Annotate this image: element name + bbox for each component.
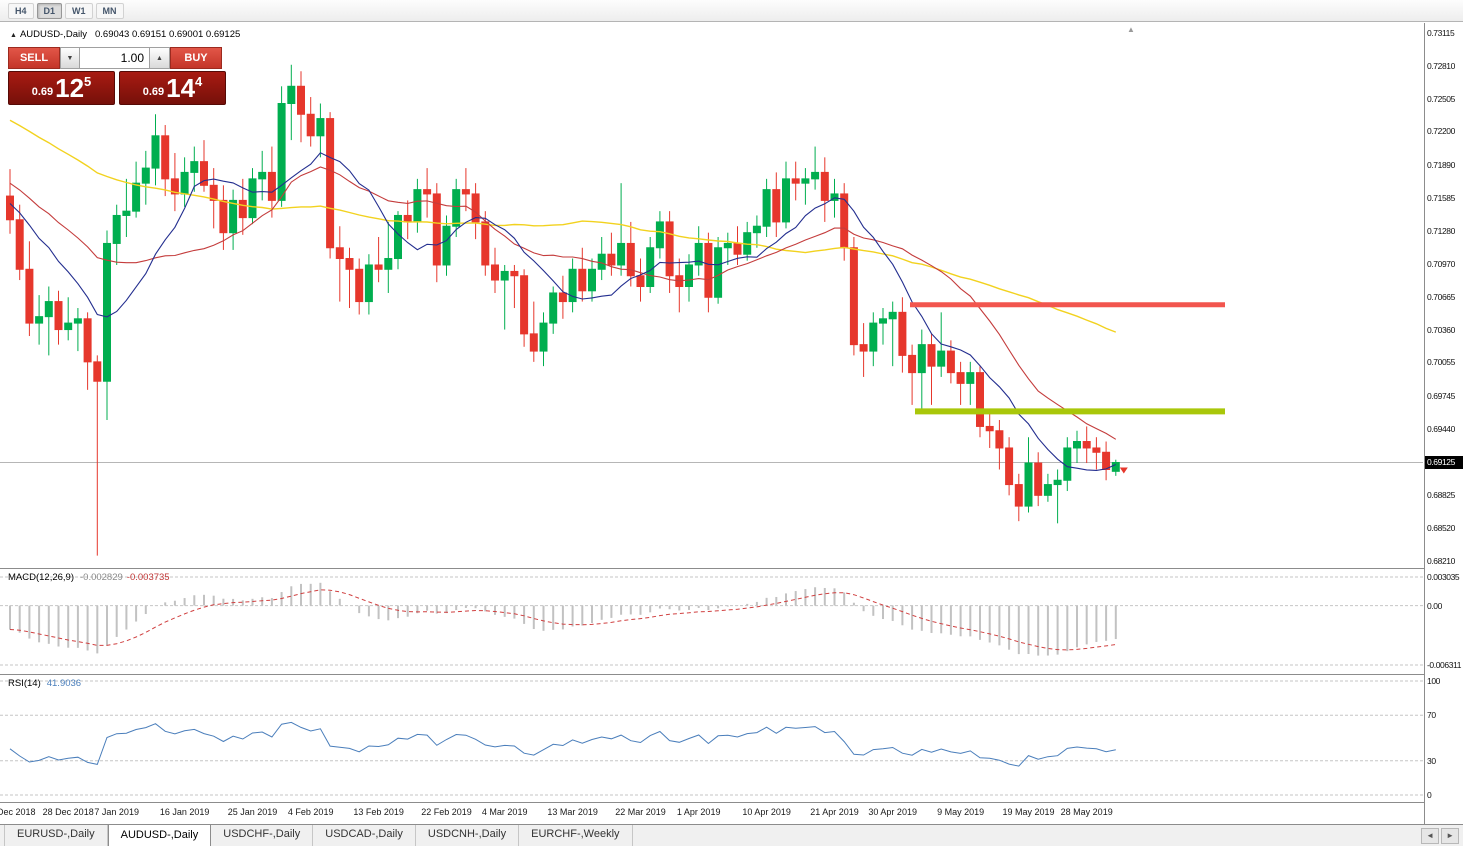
date-label: 4 Mar 2019 (481, 807, 528, 817)
rsi-indicator-pane[interactable] (0, 675, 1423, 801)
price-tick-label: 0.71585 (1427, 192, 1455, 203)
price-tick-label: 0.70360 (1427, 324, 1455, 335)
rsi-header: RSI(14) 41.9036 (8, 678, 81, 689)
volume-increase-button[interactable]: ▲ (150, 47, 170, 69)
rsi-tick-label: 70 (1427, 710, 1436, 721)
pane-separator[interactable] (0, 674, 1463, 675)
date-label: 22 Mar 2019 (615, 807, 666, 817)
chart-ohlc-values: 0.69043 0.69151 0.69001 0.69125 (94, 29, 241, 40)
price-tick-label: 0.68520 (1427, 522, 1455, 533)
price-tick-label: 0.69745 (1427, 390, 1455, 401)
buy-price-base: 0.69 (142, 86, 165, 98)
volume-input[interactable] (80, 47, 150, 69)
date-label: 28 May 2019 (1060, 807, 1113, 817)
sell-arrow-marker (1119, 467, 1128, 474)
macd-signal-value: -0.003735 (126, 572, 170, 583)
main-price-chart[interactable] (0, 23, 1423, 568)
sell-price-button[interactable]: 0.69 12 5 (8, 71, 115, 105)
timeframe-d1-button[interactable]: D1 (36, 2, 63, 19)
buy-button[interactable]: BUY (170, 47, 222, 69)
rsi-tick-label: 0 (1427, 790, 1432, 800)
price-tick-label: 0.69440 (1427, 423, 1455, 434)
price-tick-label: 0.68210 (1427, 556, 1455, 566)
one-click-trading-panel: SELL ▼ ▲ BUY 0.69 12 5 0.69 14 4 (8, 47, 226, 105)
tab-scroll-right-icon[interactable]: ► (1441, 827, 1459, 844)
sell-price-fraction: 5 (84, 73, 92, 89)
macd-tick-label: 0.003035 (1427, 572, 1460, 582)
macd-histogram (9, 582, 1117, 656)
timeframe-w1-button[interactable]: W1 (65, 2, 93, 19)
chart-symbol-label: AUDUSD-,Daily (19, 29, 87, 40)
date-label: 21 Apr 2019 (810, 807, 859, 817)
price-scale[interactable]: 0.73115 0.72810 0.72505 0.72200 0.71890 0.715… (1424, 23, 1463, 824)
price-tick-label: 0.70055 (1427, 357, 1455, 368)
date-label: 7 Jan 2019 (94, 807, 139, 817)
scroll-anchor-icon: ▲ (1127, 25, 1135, 34)
rsi-value: 41.9036 (46, 678, 82, 689)
date-label: 13 Feb 2019 (353, 807, 404, 817)
date-label: 4 Feb 2019 (287, 807, 334, 817)
current-price-badge: 0.69125 (1425, 455, 1463, 469)
buy-price-button[interactable]: 0.69 14 4 (119, 71, 226, 105)
tab-usdcnh-daily[interactable]: USDCNH-,Daily (416, 825, 520, 846)
date-label: 22 Feb 2019 (421, 807, 472, 817)
date-label: 28 Dec 2018 (42, 807, 94, 817)
date-label: 9 May 2019 (937, 807, 985, 817)
macd-tick-label: -0.006311 (1427, 660, 1462, 670)
price-tick-label: 0.72505 (1427, 93, 1455, 104)
date-label: 25 Jan 2019 (227, 807, 278, 817)
price-tick-label: 0.73115 (1427, 28, 1455, 38)
tab-audusd-daily[interactable]: AUDUSD-,Daily (107, 824, 212, 846)
tab-eurchf-weekly[interactable]: EURCHF-,Weekly (519, 825, 633, 846)
pane-separator[interactable] (0, 568, 1463, 569)
chart-tabs: EURUSD-,Daily AUDUSD-,Daily USDCHF-,Daily U… (0, 824, 633, 846)
price-tick-label: 0.72200 (1427, 126, 1455, 137)
timeframe-h4-button[interactable]: H4 (8, 2, 34, 19)
buy-price-fraction: 4 (195, 73, 203, 89)
date-label: 13 Mar 2019 (547, 807, 598, 817)
tab-usdchf-daily[interactable]: USDCHF-,Daily (211, 825, 314, 846)
macd-header: MACD(12,26,9) -0.002829 -0.003735 (8, 572, 170, 583)
chart-window[interactable]: ▲ AUDUSD-,Daily 0.69043 0.69151 0.69001 0.… (0, 23, 1463, 824)
price-tick-label: 0.71280 (1427, 225, 1455, 236)
sell-price-base: 0.69 (31, 86, 54, 98)
macd-label: MACD(12,26,9) (8, 572, 74, 583)
rsi-label: RSI(14) (8, 678, 41, 689)
macd-tick-label: 0.00 (1427, 600, 1442, 611)
tab-scroll-controls: ◄ ► (1421, 825, 1463, 846)
buy-price-pips: 14 (166, 73, 196, 103)
date-label: 1 Apr 2019 (676, 807, 721, 817)
price-tick-label: 0.68825 (1427, 489, 1455, 500)
tab-usdcad-daily[interactable]: USDCAD-,Daily (313, 825, 416, 846)
sell-price-pips: 12 (55, 73, 85, 103)
candles (6, 64, 1120, 556)
chart-tabs-bar: EURUSD-,Daily AUDUSD-,Daily USDCHF-,Daily U… (0, 824, 1463, 846)
date-label: 10 Apr 2019 (742, 807, 791, 817)
period-toolbar: H4 D1 W1 MN (0, 0, 1463, 22)
date-label: 19 Dec 2018 (0, 807, 36, 817)
tab-scroll-left-icon[interactable]: ◄ (1421, 827, 1440, 844)
rsi-tick-label: 30 (1427, 755, 1436, 766)
macd-indicator-pane[interactable] (0, 569, 1423, 673)
pane-separator (0, 802, 1463, 803)
tab-eurusd-daily[interactable]: EURUSD-,Daily (4, 825, 108, 846)
macd-main-value: -0.002829 (80, 572, 123, 583)
window-collapse-icon: ▲ (10, 32, 17, 39)
price-tick-label: 0.70665 (1427, 291, 1455, 302)
price-tick-label: 0.70970 (1427, 258, 1455, 269)
rsi-tick-label: 100 (1427, 676, 1440, 686)
date-label: 16 Jan 2019 (159, 807, 210, 817)
chart-title: ▲ AUDUSD-,Daily 0.69043 0.69151 0.69001 0.… (10, 29, 240, 40)
date-label: 30 Apr 2019 (868, 807, 917, 817)
date-label: 19 May 2019 (1002, 807, 1055, 817)
volume-decrease-button[interactable]: ▼ (60, 47, 80, 69)
price-tick-label: 0.72810 (1427, 60, 1455, 71)
sell-button[interactable]: SELL (8, 47, 60, 69)
timeframe-mn-button[interactable]: MN (95, 2, 124, 19)
price-tick-label: 0.71890 (1427, 159, 1455, 170)
